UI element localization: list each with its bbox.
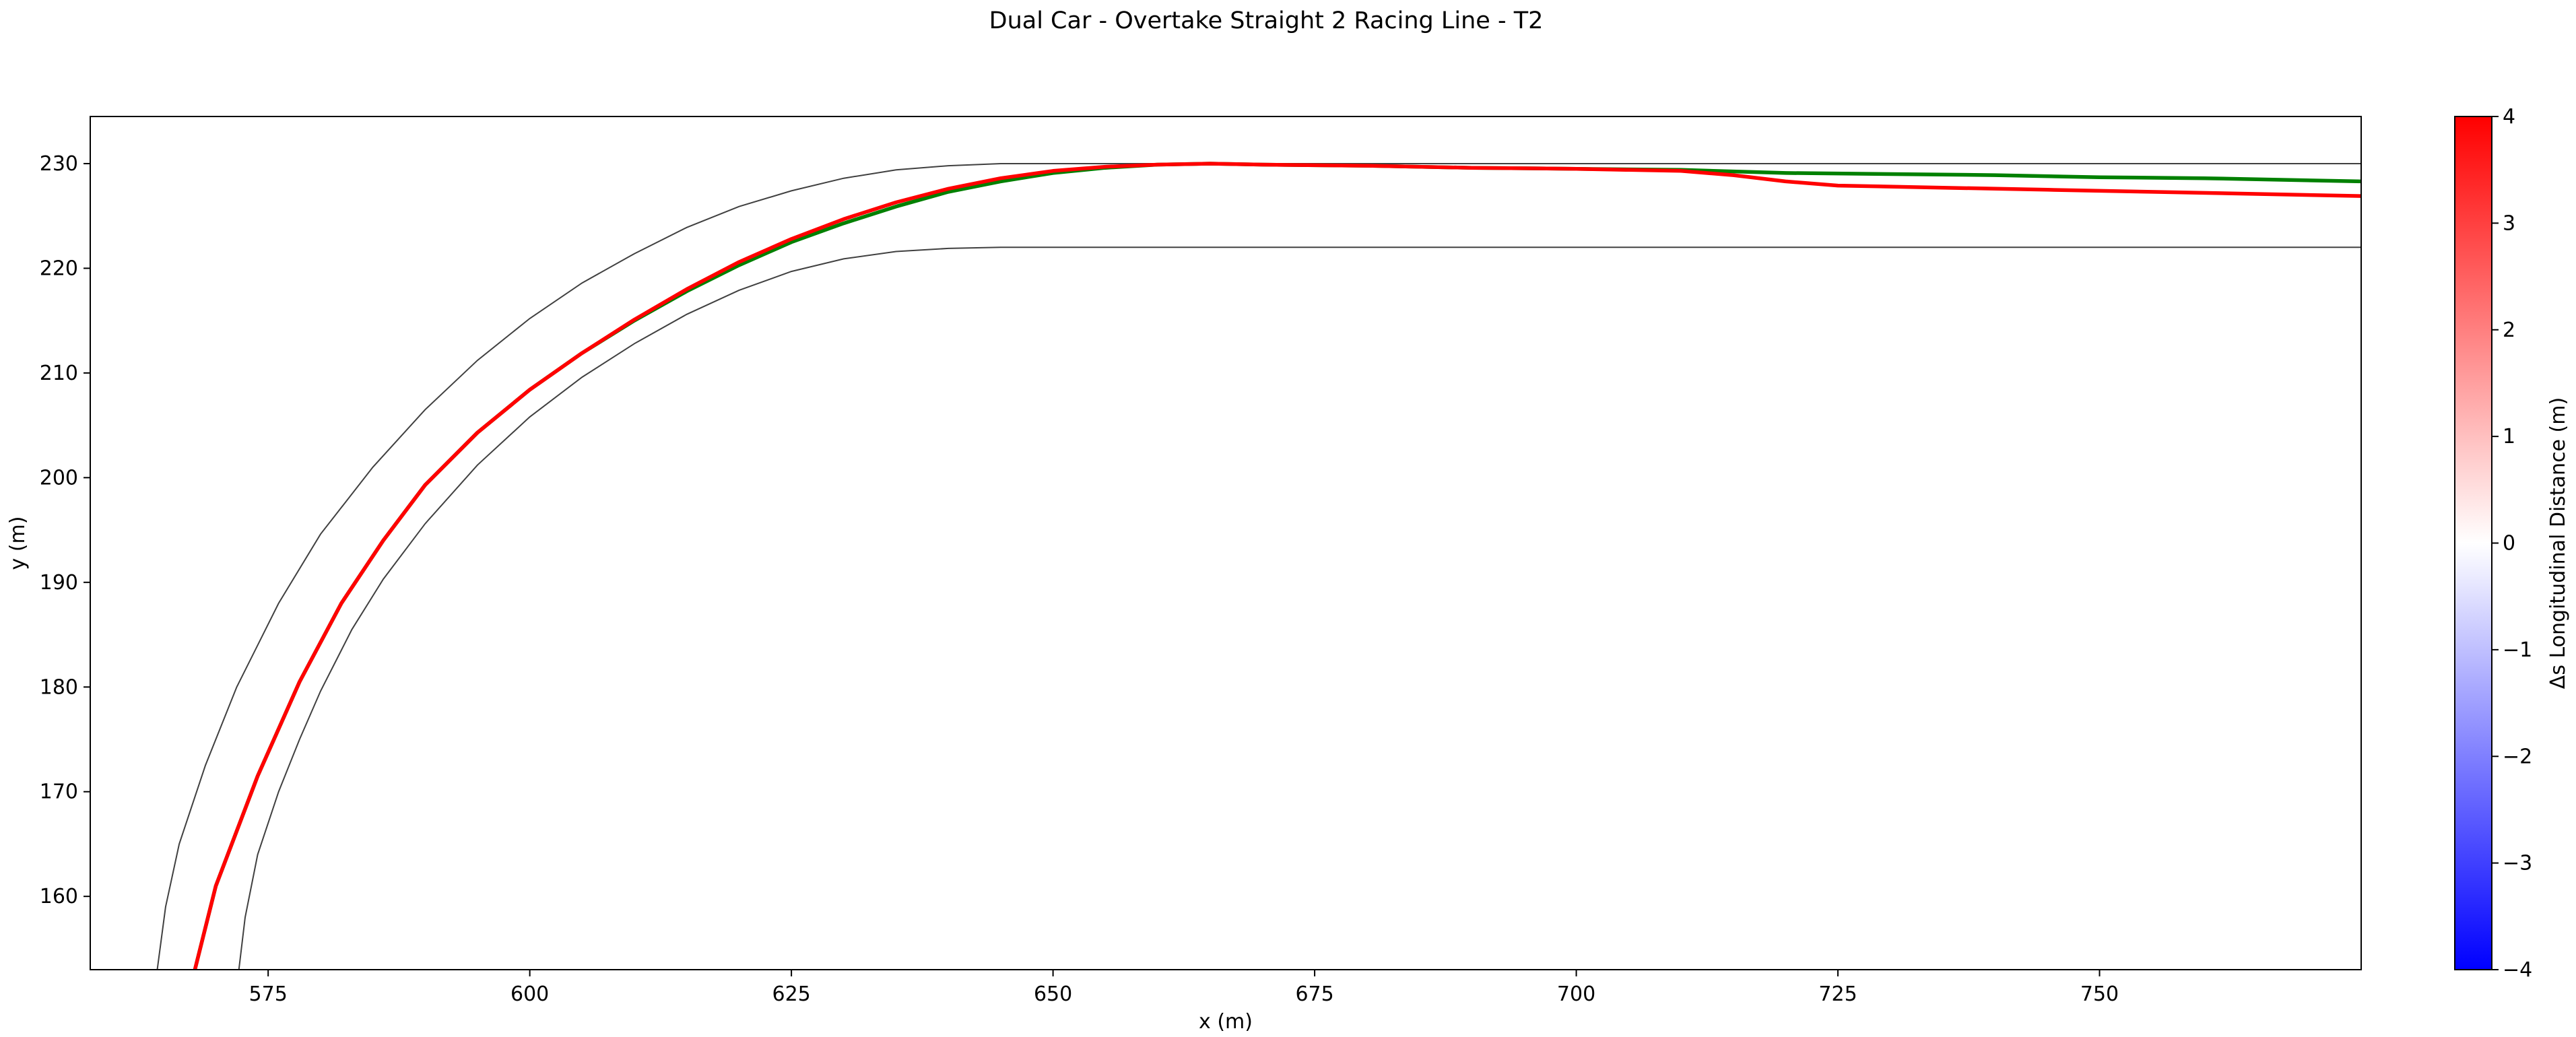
y-tick-label: 220 bbox=[40, 257, 78, 280]
x-tick-label: 675 bbox=[1295, 982, 1333, 1006]
colorbar-label: Δs Longitudinal Distance (m) bbox=[2546, 397, 2570, 689]
x-tick-label: 650 bbox=[1034, 982, 1072, 1006]
colorbar-tick-label: −1 bbox=[2503, 638, 2532, 662]
y-tick-label: 190 bbox=[40, 571, 78, 595]
colorbar-tick-label: 2 bbox=[2503, 319, 2515, 342]
y-tick-label: 160 bbox=[40, 885, 78, 908]
colorbar-tick-label: 1 bbox=[2503, 425, 2515, 448]
colorbar-tick-label: 4 bbox=[2503, 105, 2515, 129]
x-tick-label: 750 bbox=[2080, 982, 2119, 1006]
colorbar-tick-label: −2 bbox=[2503, 745, 2532, 768]
colorbar-gradient bbox=[2454, 116, 2492, 970]
x-tick-label: 600 bbox=[510, 982, 549, 1006]
colorbar: −4 −3 −2 −1 0 1 2 3 4 bbox=[2454, 105, 2532, 982]
y-tick-label: 170 bbox=[40, 780, 78, 804]
y-tick-label: 180 bbox=[40, 675, 78, 699]
colorbar-tick-label: 0 bbox=[2503, 532, 2515, 556]
y-tick-label: 200 bbox=[40, 466, 78, 490]
series-line-green bbox=[193, 162, 2361, 970]
x-tick-label: 725 bbox=[1818, 982, 1857, 1006]
colorbar-tick-label: −3 bbox=[2503, 852, 2532, 875]
track-boundary-inner bbox=[238, 246, 2361, 970]
series-line-red bbox=[193, 162, 2361, 970]
x-tick-label: 700 bbox=[1557, 982, 1595, 1006]
x-tick-label: 625 bbox=[772, 982, 810, 1006]
plot-frame bbox=[90, 116, 2362, 970]
y-axis-label: y (m) bbox=[6, 516, 30, 570]
x-axis-label: x (m) bbox=[1199, 1010, 1253, 1034]
y-tick-label: 210 bbox=[40, 362, 78, 385]
track-boundary-outer bbox=[156, 163, 2361, 970]
colorbar-tick-label: 3 bbox=[2503, 211, 2515, 235]
x-tick-label: 575 bbox=[249, 982, 288, 1006]
y-tick-label: 230 bbox=[40, 152, 78, 176]
plot-area bbox=[156, 162, 2361, 970]
colorbar-tick-label: −4 bbox=[2503, 958, 2532, 982]
axes: 575 600 625 650 675 700 725 750 160 170 180 190 200 2… bbox=[40, 116, 2362, 1006]
chart-title: Dual Car - Overtake Straight 2 Racing Li… bbox=[989, 7, 1544, 34]
